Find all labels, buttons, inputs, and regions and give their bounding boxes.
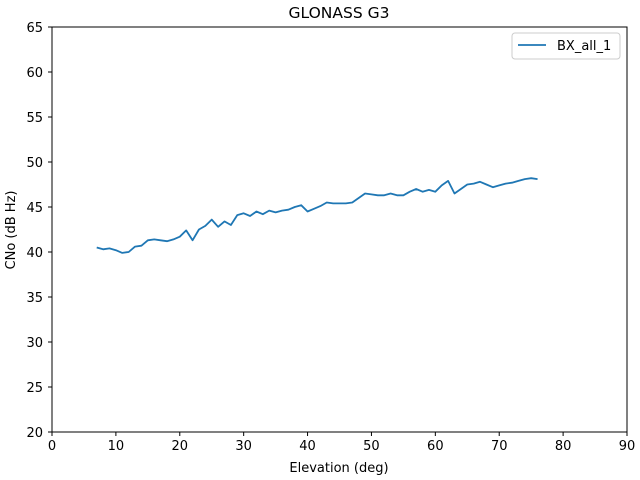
y-axis-ticks: 20 25 30 35 40 45 50 55 60 65 bbox=[26, 21, 52, 441]
y-tick-label: 25 bbox=[26, 381, 43, 396]
x-tick-label: 30 bbox=[235, 439, 252, 454]
y-tick-label: 65 bbox=[26, 21, 43, 36]
series-line-BX_all_1 bbox=[96, 177, 538, 254]
y-tick-label: 45 bbox=[26, 201, 43, 216]
x-tick-label: 10 bbox=[108, 439, 125, 454]
y-tick-label: 40 bbox=[26, 246, 43, 261]
y-tick-label: 50 bbox=[26, 156, 43, 171]
x-tick-label: 40 bbox=[299, 439, 316, 454]
y-tick-label: 55 bbox=[26, 111, 43, 126]
x-tick-label: 60 bbox=[427, 439, 444, 454]
y-axis-label: CNo (dB Hz) bbox=[4, 191, 19, 270]
legend: BX_all_1 bbox=[511, 32, 621, 60]
x-tick-label: 20 bbox=[172, 439, 189, 454]
y-tick-label: 35 bbox=[26, 291, 43, 306]
x-tick-label: 50 bbox=[363, 439, 380, 454]
x-tick-label: 80 bbox=[555, 439, 572, 454]
x-tick-label: 90 bbox=[619, 439, 636, 454]
y-tick-label: 20 bbox=[26, 426, 43, 441]
x-tick-label: 70 bbox=[491, 439, 508, 454]
series-lines bbox=[96, 177, 538, 254]
legend-box bbox=[511, 32, 621, 60]
x-axis-ticks: 0 10 20 30 40 50 60 70 80 90 bbox=[48, 432, 635, 454]
chart-title: GLONASS G3 bbox=[289, 4, 390, 22]
y-tick-label: 30 bbox=[26, 336, 43, 351]
plot-area-frame bbox=[51, 26, 628, 433]
legend-label: BX_all_1 bbox=[557, 39, 611, 54]
x-axis-label: Elevation (deg) bbox=[289, 461, 388, 476]
x-tick-label: 0 bbox=[48, 439, 56, 454]
y-tick-label: 60 bbox=[26, 66, 43, 81]
